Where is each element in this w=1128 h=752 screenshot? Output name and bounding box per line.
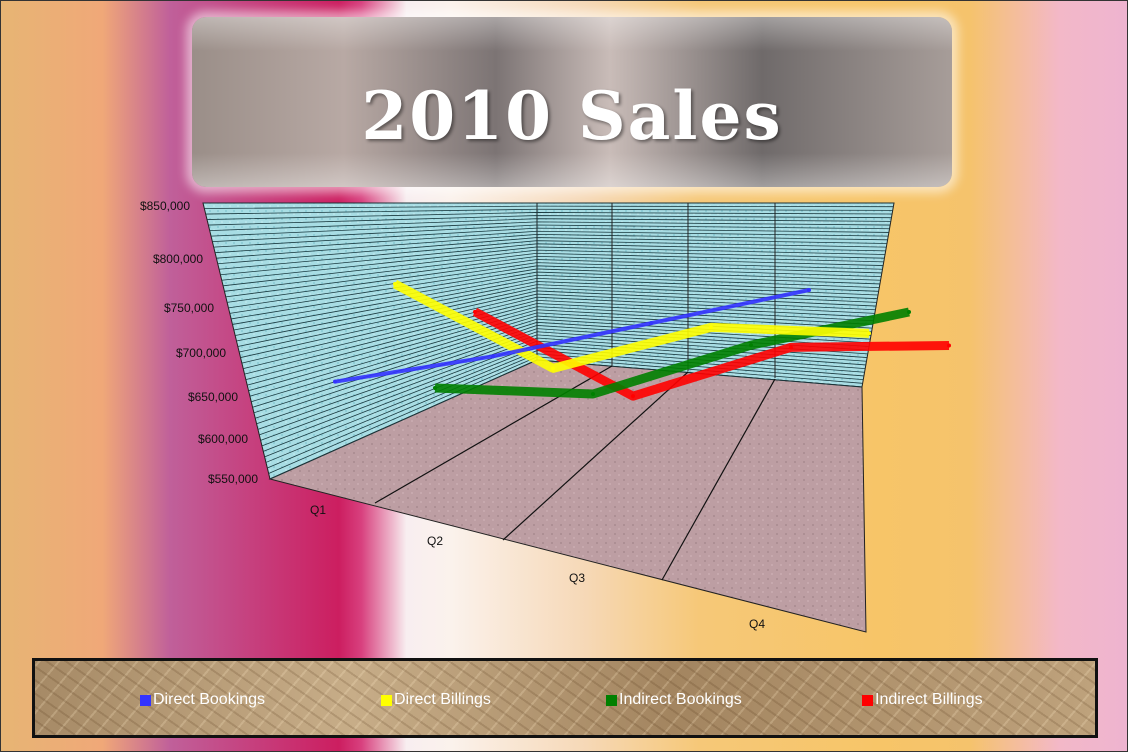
gridline — [237, 284, 878, 347]
y-tick-label: $750,000 — [164, 301, 214, 315]
gridline — [224, 252, 884, 292]
x-axis: Q1 Q2 Q3 Q4 — [310, 503, 765, 631]
data-point — [631, 394, 635, 399]
gridline — [207, 212, 893, 220]
title-banner: 2010 Sales — [192, 17, 952, 187]
data-point — [473, 309, 477, 314]
legend-label: Indirect Billings — [875, 691, 983, 708]
gridline — [232, 271, 880, 325]
series-line-indirect-billings — [472, 307, 950, 401]
data-point — [907, 310, 911, 314]
gridline — [253, 321, 870, 414]
gridline — [236, 281, 879, 342]
floor-line — [661, 378, 776, 581]
gridline — [243, 296, 875, 369]
legend-item-indirect-billings: Indirect Billings — [862, 691, 983, 709]
data-point — [551, 366, 555, 371]
series-line-direct-billings — [392, 280, 870, 373]
gridline — [231, 268, 881, 320]
data-point — [789, 345, 793, 350]
x-tick-label: Q1 — [310, 503, 326, 517]
gridline — [235, 277, 879, 336]
gridline — [225, 255, 884, 298]
gridline — [267, 353, 864, 469]
gridline — [265, 350, 864, 463]
gridline — [229, 265, 882, 314]
data-point — [807, 288, 811, 292]
y-tick-label: $800,000 — [153, 252, 203, 266]
legend-label: Indirect Bookings — [619, 691, 742, 708]
legend-swatch — [862, 694, 873, 706]
legend-swatch — [606, 694, 617, 706]
gridline — [233, 274, 880, 331]
floor-line — [502, 371, 689, 541]
data-point — [433, 386, 437, 390]
chart-title: 2010 Sales — [361, 77, 783, 155]
x-tick-label: Q2 — [427, 534, 443, 548]
gridline — [245, 303, 874, 381]
gridline — [244, 299, 875, 375]
legend-label: Direct Billings — [394, 691, 491, 708]
gridline — [259, 334, 868, 436]
gridline — [241, 293, 876, 364]
gridline — [215, 230, 889, 254]
gridline — [248, 309, 873, 392]
gridline — [219, 240, 887, 270]
y-tick-label: $550,000 — [208, 472, 258, 486]
gridline — [213, 227, 889, 248]
legend-item-direct-bookings: Direct Bookings — [140, 691, 265, 709]
x-tick-label: Q3 — [569, 571, 585, 585]
gridline — [220, 243, 886, 276]
y-tick-label: $700,000 — [176, 346, 226, 360]
gridline — [247, 306, 873, 386]
legend-item-indirect-bookings: Indirect Bookings — [606, 691, 742, 709]
data-point — [491, 354, 495, 359]
legend-item-direct-billings: Direct Billings — [381, 691, 491, 709]
data-point — [709, 325, 713, 330]
series-line-direct-bookings — [334, 288, 810, 384]
legend-swatch — [140, 694, 151, 706]
gridline — [239, 287, 877, 353]
gridline — [221, 246, 886, 281]
gridline — [209, 218, 891, 231]
data-point — [333, 379, 337, 384]
y-tick-label: $850,000 — [140, 199, 190, 213]
legend: Direct Bookings Direct Billings Indirect… — [32, 658, 1098, 738]
data-point — [591, 392, 595, 396]
series-layer — [333, 280, 951, 401]
gridline — [205, 208, 893, 215]
gridline — [212, 224, 890, 243]
data-point — [649, 321, 653, 326]
y-tick-label: $600,000 — [198, 432, 248, 446]
y-axis: $850,000 $800,000 $750,000 $700,000 $650… — [140, 199, 258, 486]
gridlines — [203, 202, 894, 480]
data-point — [749, 343, 753, 348]
data-point — [393, 282, 397, 286]
legend-label: Direct Bookings — [153, 691, 266, 708]
y-tick-label: $650,000 — [188, 390, 238, 404]
legend-swatch — [381, 694, 392, 706]
gridline — [217, 237, 887, 265]
gridline — [211, 221, 891, 237]
gridline — [208, 215, 892, 226]
gridline — [216, 233, 888, 259]
data-point — [947, 343, 951, 348]
gridline — [228, 262, 882, 309]
data-point — [867, 331, 871, 336]
gridline — [227, 259, 883, 303]
x-tick-label: Q4 — [749, 617, 765, 631]
gridline — [223, 249, 885, 287]
